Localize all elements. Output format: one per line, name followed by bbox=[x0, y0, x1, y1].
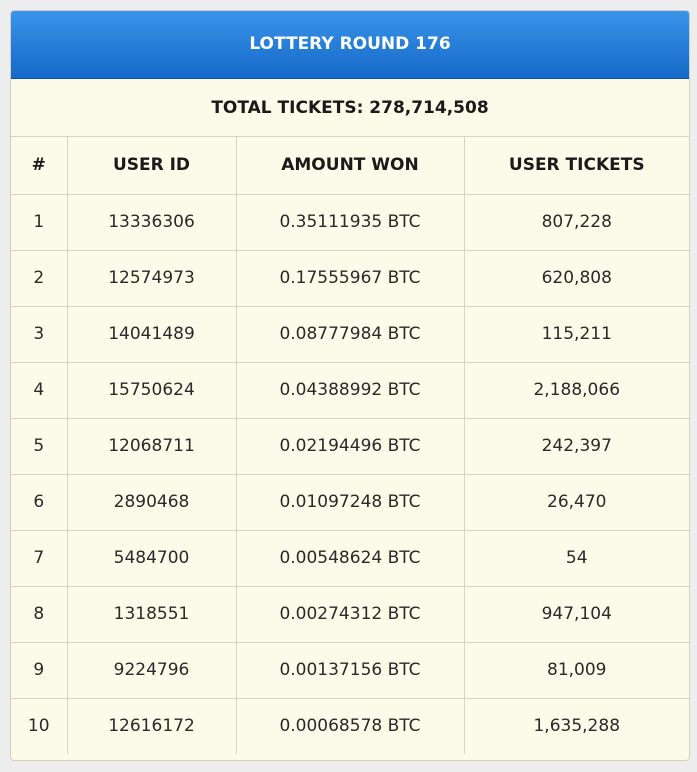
amount-won-cell: 0.00548624 BTC bbox=[236, 530, 465, 587]
user-id-cell: 9224796 bbox=[67, 642, 237, 699]
rank-cell: 5 bbox=[11, 418, 68, 475]
table-row: 1 13336306 0.35111935 BTC 807,228 bbox=[11, 194, 689, 251]
amount-won-cell: 0.00068578 BTC bbox=[236, 698, 465, 754]
table-row: 7 5484700 0.00548624 BTC 54 bbox=[11, 530, 689, 587]
amount-won-cell: 0.04388992 BTC bbox=[236, 362, 465, 419]
user-id-cell: 15750624 bbox=[67, 362, 237, 419]
rank-cell: 10 bbox=[11, 698, 68, 754]
table-row: 2 12574973 0.17555967 BTC 620,808 bbox=[11, 250, 689, 307]
amount-won-cell: 0.01097248 BTC bbox=[236, 474, 465, 531]
user-tickets-cell: 1,635,288 bbox=[533, 716, 621, 737]
table-row: 10 12616172 0.00068578 BTC 1,635,288 bbox=[11, 698, 689, 754]
user-id-cell: 1318551 bbox=[67, 586, 237, 643]
amount-won-cell: 0.17555967 BTC bbox=[236, 250, 465, 307]
user-id-cell: 13336306 bbox=[67, 194, 237, 251]
rank-cell: 2 bbox=[11, 250, 68, 307]
user-tickets-cell: 54 bbox=[464, 530, 689, 587]
amount-won-cell: 0.00137156 BTC bbox=[236, 642, 465, 699]
amount-won-cell: 0.00274312 BTC bbox=[236, 586, 465, 643]
user-id-cell: 2890468 bbox=[67, 474, 237, 531]
table-row: 8 1318551 0.00274312 BTC 947,104 bbox=[11, 586, 689, 643]
user-tickets-cell: 2,188,066 bbox=[464, 362, 689, 419]
user-tickets-cell: 620,808 bbox=[464, 250, 689, 307]
table-header-row: # USER ID AMOUNT WON USER TICKETS bbox=[11, 137, 689, 195]
table-row: 5 12068711 0.02194496 BTC 242,397 bbox=[11, 418, 689, 475]
amount-won-cell: 0.08777984 BTC bbox=[236, 306, 465, 363]
column-header-amount-won: AMOUNT WON bbox=[236, 137, 465, 195]
amount-won-cell: 0.02194496 BTC bbox=[236, 418, 465, 475]
column-header-user-id: USER ID bbox=[67, 137, 237, 195]
user-tickets-cell: 81,009 bbox=[464, 642, 689, 699]
user-tickets-cell: 115,211 bbox=[464, 306, 689, 363]
rank-cell: 7 bbox=[11, 530, 68, 587]
table-row: 3 14041489 0.08777984 BTC 115,211 bbox=[11, 306, 689, 363]
round-title: LOTTERY ROUND 176 bbox=[11, 11, 689, 79]
rank-cell: 8 bbox=[11, 586, 68, 643]
total-tickets: TOTAL TICKETS: 278,714,508 bbox=[11, 79, 689, 137]
rank-cell: 1 bbox=[11, 194, 68, 251]
rank-cell: 6 bbox=[11, 474, 68, 531]
column-header-user-tickets: USER TICKETS bbox=[464, 137, 689, 195]
user-id-cell: 12574973 bbox=[67, 250, 237, 307]
table-row: 6 2890468 0.01097248 BTC 26,470 bbox=[11, 474, 689, 531]
user-tickets-cell: 807,228 bbox=[464, 194, 689, 251]
rank-cell: 4 bbox=[11, 362, 68, 419]
user-id-cell: 12616172 bbox=[67, 698, 237, 754]
user-id-cell: 5484700 bbox=[67, 530, 237, 587]
table-row: 9 9224796 0.00137156 BTC 81,009 bbox=[11, 642, 689, 699]
lottery-results-panel: LOTTERY ROUND 176 TOTAL TICKETS: 278,714… bbox=[10, 10, 690, 761]
user-id-cell: 14041489 bbox=[67, 306, 237, 363]
user-id-cell: 12068711 bbox=[67, 418, 237, 475]
column-header-rank: # bbox=[11, 137, 68, 195]
user-tickets-cell: 26,470 bbox=[464, 474, 689, 531]
amount-won-cell: 0.35111935 BTC bbox=[236, 194, 465, 251]
winners-table: # USER ID AMOUNT WON USER TICKETS 1 1333… bbox=[11, 137, 689, 754]
table-row: 4 15750624 0.04388992 BTC 2,188,066 bbox=[11, 362, 689, 419]
rank-cell: 3 bbox=[11, 306, 68, 363]
rank-cell: 9 bbox=[11, 642, 68, 699]
user-tickets-cell: 242,397 bbox=[464, 418, 689, 475]
user-tickets-cell: 947,104 bbox=[464, 586, 689, 643]
